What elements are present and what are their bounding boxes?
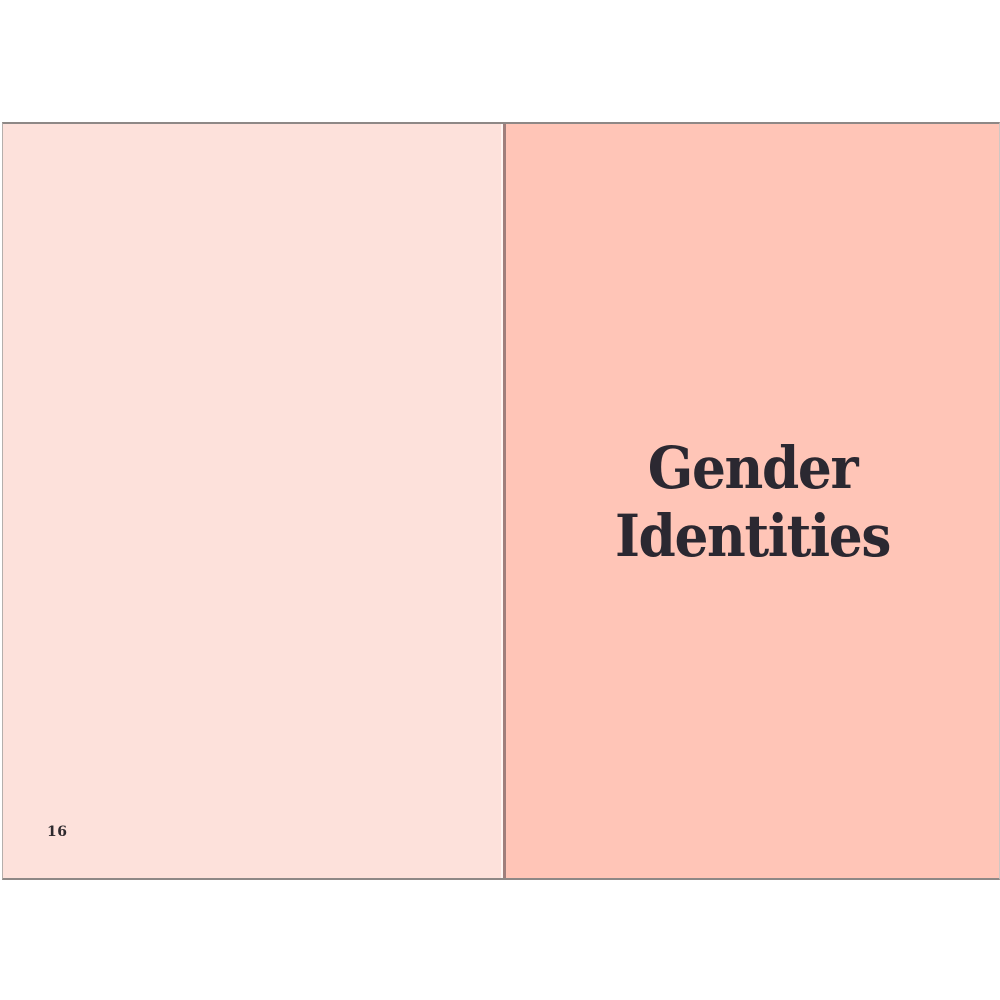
chapter-title-line-2: Identities [614, 502, 891, 570]
page-number: 16 [47, 824, 68, 840]
gutter-divider [503, 124, 506, 878]
right-page: Gender Identities [506, 124, 999, 878]
book-spread: 16 Gender Identities [2, 122, 1000, 880]
chapter-title-line-1: Gender [647, 434, 859, 503]
chapter-title: Gender Identities [614, 434, 891, 571]
left-page: 16 [3, 124, 501, 878]
gutter-highlight [501, 124, 503, 878]
